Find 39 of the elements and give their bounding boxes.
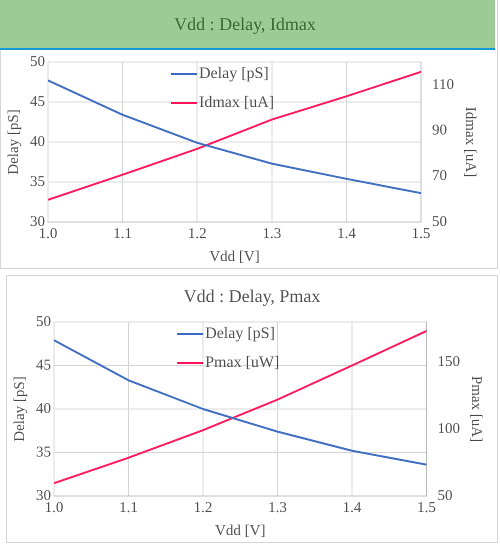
x-tick-label: 1.1: [119, 500, 138, 516]
y-tick-label: 40: [36, 400, 51, 417]
x-tick-label: 1.1: [113, 226, 132, 242]
legend-label: Pmax [uW]: [205, 354, 280, 372]
y-tick-label: 40: [30, 134, 45, 150]
y2-tick-label: 100: [438, 421, 460, 438]
y2-tick-label: 150: [438, 354, 460, 370]
chart-title: Vdd : Delay, Pmax: [182, 285, 322, 308]
x-tick-label: 1.4: [337, 226, 356, 242]
y2-tick-label: 50: [432, 214, 448, 230]
x-tick-label: 1.3: [262, 226, 282, 242]
y-tick-label: 35: [30, 174, 45, 190]
x-tick-label: 1.0: [38, 226, 58, 242]
y-tick-label: 50: [30, 54, 45, 70]
y2-tick-label: 50: [438, 488, 452, 504]
y-tick-label: 45: [30, 94, 45, 110]
x-tick-label: 1.0: [44, 500, 64, 516]
legend-label: Delay [pS]: [205, 325, 275, 342]
x-axis-title: Vdd [V]: [209, 248, 260, 265]
y-tick-label: 45: [36, 357, 51, 374]
legend-label: Idmax [uA]: [198, 94, 274, 112]
y2-tick-label: 110: [432, 76, 454, 93]
x-tick-label: 1.5: [417, 500, 436, 516]
x-tick-label: 1.4: [342, 500, 362, 516]
x-tick-label: 1.5: [412, 226, 430, 242]
x-axis-title: Vdd [V]: [215, 522, 266, 539]
y-tick-label: 35: [36, 444, 51, 460]
y-axis-title: Delay [pS]: [6, 109, 22, 175]
y2-axis-title: Pmax [uA]: [468, 376, 484, 442]
chart-title: Vdd : Delay, Idmax: [0, 0, 495, 50]
y2-tick-label: 70: [432, 168, 448, 184]
x-tick-label: 1.2: [194, 500, 212, 516]
y2-tick-label: 90: [432, 122, 448, 139]
y2-axis-title: Idmax [uA]: [462, 106, 478, 178]
x-tick-label: 1.2: [188, 226, 207, 242]
y-tick-label: 50: [36, 314, 51, 330]
legend-label: Delay [pS]: [198, 65, 269, 82]
y-axis-title: Delay [pS]: [12, 376, 28, 442]
x-tick-label: 1.3: [268, 500, 287, 516]
